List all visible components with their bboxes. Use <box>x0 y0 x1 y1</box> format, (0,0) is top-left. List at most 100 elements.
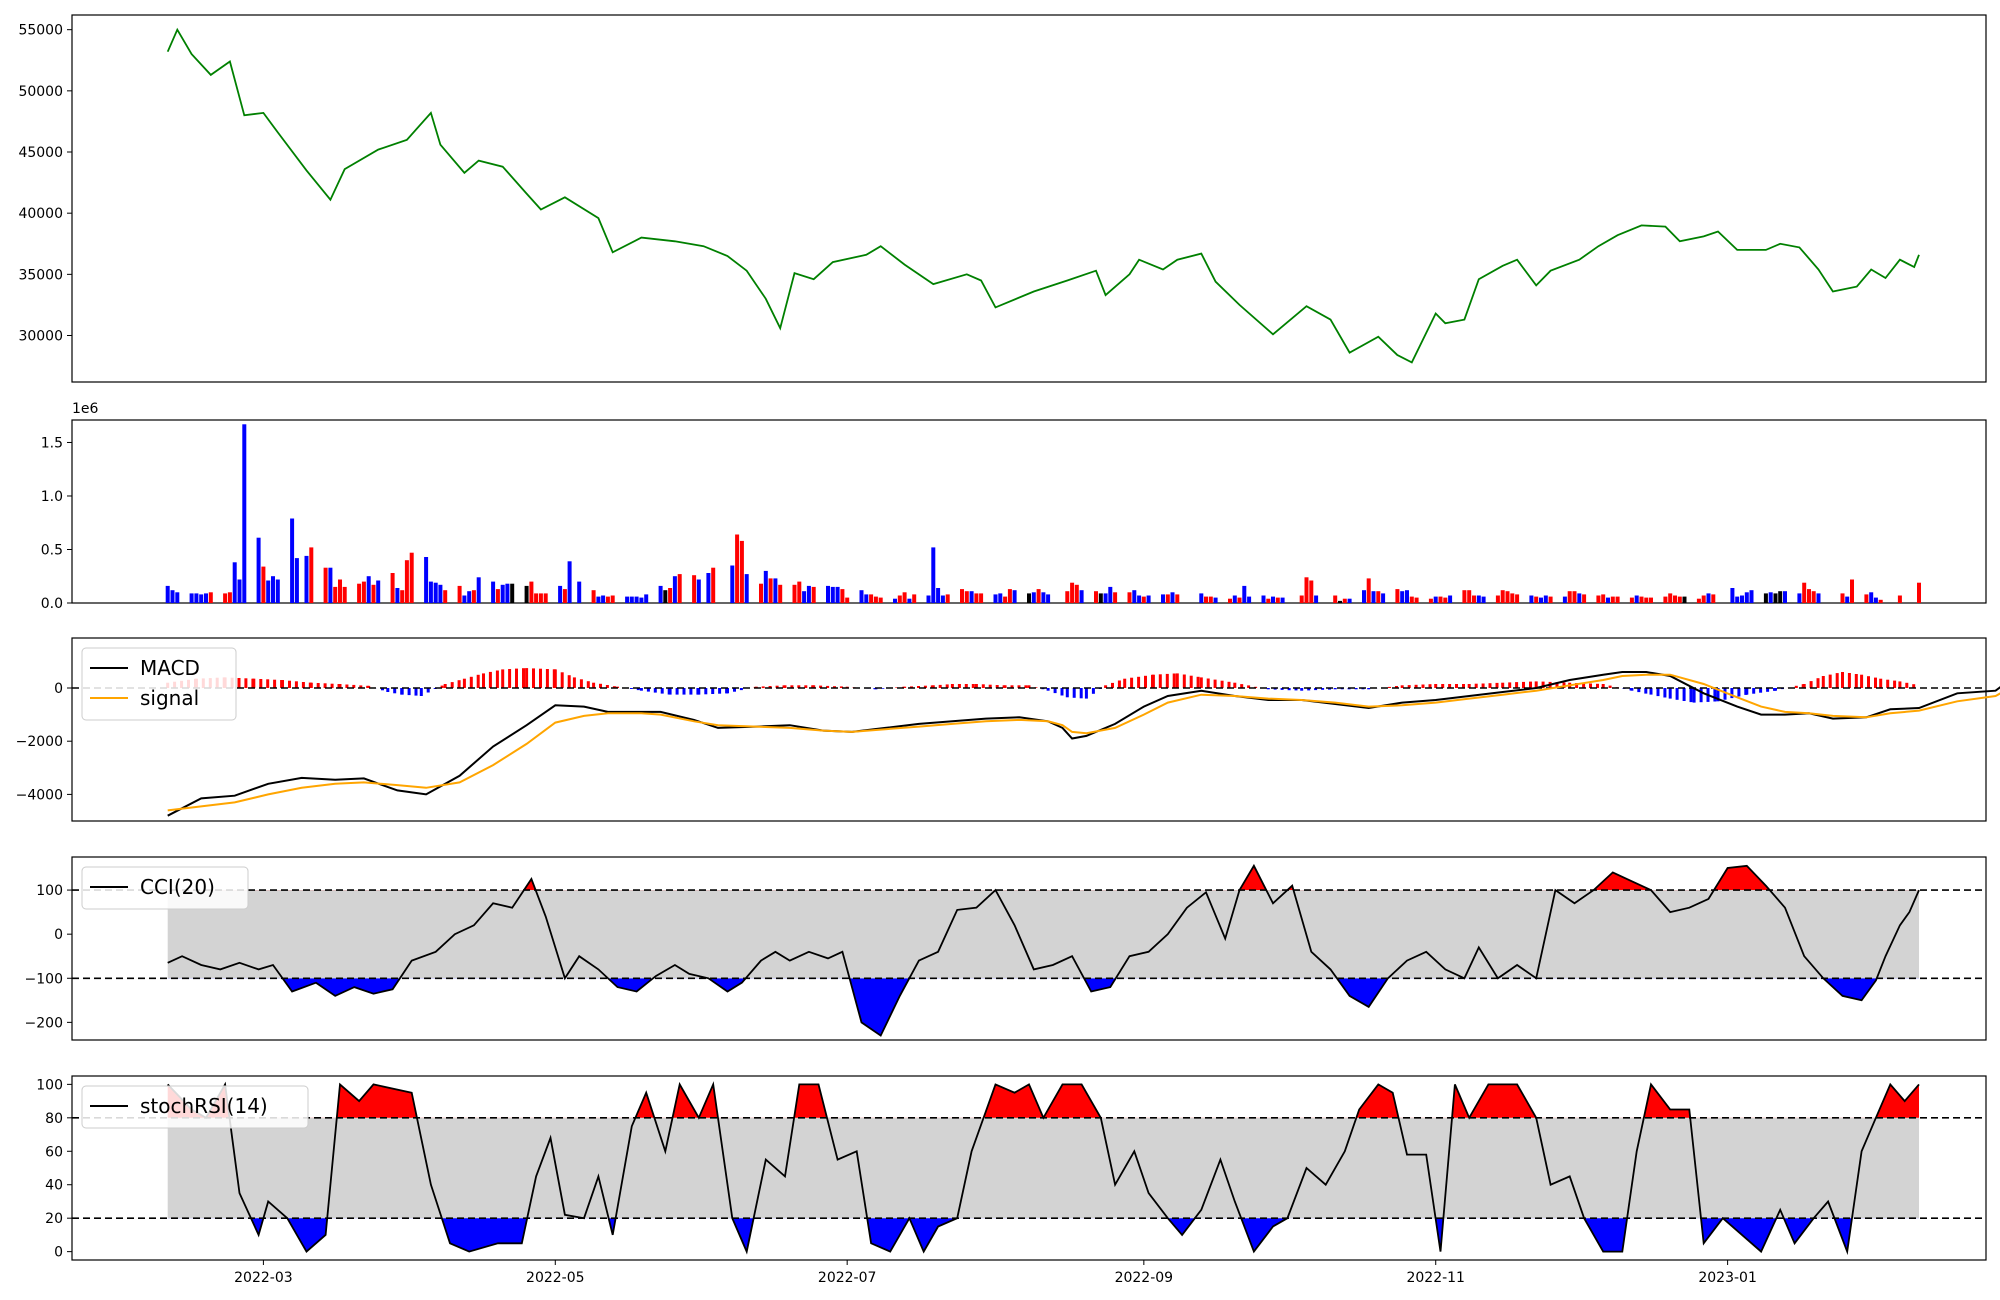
macd-histogram-bar <box>1091 688 1095 694</box>
volume-bar <box>1428 598 1433 603</box>
x-tick-label: 2022-03 <box>234 1270 293 1286</box>
macd-histogram-bar <box>881 688 885 689</box>
volume-bar <box>1299 595 1304 603</box>
volume-bar <box>763 570 768 603</box>
volume-bar <box>1582 594 1587 603</box>
macd-histogram-bar <box>945 684 949 688</box>
volume-bar <box>1137 595 1142 603</box>
y-tick-label: 1.0 <box>41 489 63 505</box>
volume-bar <box>467 591 472 603</box>
volume-bar <box>328 567 333 603</box>
macd-histogram-bar <box>443 684 447 688</box>
macd-histogram-bar <box>682 688 686 695</box>
volume-bar <box>1740 595 1744 603</box>
volume-bar <box>1012 590 1017 603</box>
legend-label: signal <box>140 686 199 710</box>
macd-histogram-bar <box>545 669 549 688</box>
y-tick-label: 0.0 <box>41 596 63 612</box>
macd-histogram-bar <box>1448 684 1452 688</box>
volume-bar <box>873 596 878 603</box>
volume-bar <box>256 537 261 603</box>
macd-line <box>167 671 2000 817</box>
macd-histogram-bar <box>1752 688 1756 694</box>
volume-bar <box>1371 591 1376 603</box>
macd-histogram-bar <box>1682 688 1686 701</box>
volume-bar <box>1103 593 1108 603</box>
macd-histogram-bar <box>1196 676 1200 688</box>
volume-bar <box>1108 586 1113 603</box>
macd-histogram-bar <box>1794 685 1798 688</box>
volume-bar <box>902 592 907 603</box>
volume-bar <box>945 594 950 603</box>
volume-bar <box>1897 595 1902 603</box>
macd-histogram-bar <box>1675 688 1679 700</box>
macd-histogram-bar <box>352 684 356 688</box>
volume-bar <box>601 595 606 603</box>
macd-histogram-bar <box>826 685 830 688</box>
macd-histogram-bar <box>1522 681 1525 688</box>
neutral-band <box>167 890 1920 979</box>
macd-histogram-bar <box>1024 685 1028 688</box>
volume-bar <box>1677 596 1682 603</box>
macd-histogram-bar <box>636 688 640 691</box>
macd-histogram-bar <box>1699 688 1703 703</box>
volume-bar <box>500 584 505 603</box>
volume-bar <box>562 589 567 603</box>
macd-histogram-bar <box>718 688 722 694</box>
macd-histogram-bar <box>301 682 305 689</box>
macd-histogram-bar <box>1759 688 1763 693</box>
volume-bar <box>792 584 797 603</box>
macd-histogram-bar <box>532 668 535 688</box>
volume-bar <box>830 586 835 603</box>
volume-bar <box>165 585 170 603</box>
macd-histogram-bar <box>567 675 571 688</box>
volume-bar <box>893 598 897 603</box>
macd-histogram-bar <box>1213 679 1217 688</box>
volume-bar <box>1682 596 1687 603</box>
macd-histogram-bar <box>1663 688 1667 698</box>
macd-histogram-bar <box>462 678 466 688</box>
volume-bar <box>964 591 969 603</box>
volume-bar <box>1515 594 1520 603</box>
macd-histogram-bar <box>1637 688 1641 693</box>
volume-bar <box>677 574 682 603</box>
volume-bar <box>806 585 811 603</box>
y-tick-label: 1.5 <box>41 435 63 451</box>
y-tick-label: 20 <box>45 1211 63 1227</box>
macd-histogram-bar <box>1905 682 1909 688</box>
macd-histogram-bar <box>612 686 616 688</box>
macd-histogram-bar <box>819 685 823 688</box>
stochrsi-panel: 0 20 40 60 80 100 stochRSI(14) 2022-03 2022-05 20… <box>36 1075 1987 1286</box>
volume-bar <box>878 597 883 603</box>
macd-histogram-bar <box>988 684 992 688</box>
volume-bar <box>730 565 735 603</box>
volume-bar <box>605 596 610 603</box>
volume-bar <box>1170 592 1175 603</box>
volume-panel: 1e6 0.0 0.5 1.0 1.5 <box>41 401 1987 612</box>
volume-bar <box>1529 595 1534 603</box>
volume-bar <box>271 576 275 603</box>
macd-histogram-bar <box>1130 677 1134 688</box>
volume-bar <box>524 585 529 603</box>
volume-bar <box>261 566 266 603</box>
y-tick-label: −2000 <box>16 734 63 750</box>
volume-bar <box>768 578 773 603</box>
macd-histogram-bar <box>386 688 390 692</box>
macd-histogram-bar <box>646 688 650 692</box>
volume-bar <box>1161 594 1165 603</box>
volume-bar <box>1199 593 1204 603</box>
volume-bar <box>1816 593 1821 603</box>
volume-bar <box>1443 597 1448 603</box>
macd-histogram-bar <box>1395 686 1398 688</box>
volume-bar <box>634 596 639 603</box>
volume-bar <box>1783 591 1787 603</box>
volume-bar <box>194 593 199 603</box>
macd-histogram-bar <box>1467 684 1471 688</box>
volume-bar <box>998 593 1003 603</box>
macd-histogram-bar <box>1745 688 1749 695</box>
volume-bar <box>1649 597 1653 603</box>
macd-histogram-bar <box>1488 683 1492 688</box>
macd-histogram-bar <box>1172 673 1176 688</box>
volume-bar <box>471 590 476 603</box>
macd-histogram-bar <box>1835 673 1839 688</box>
